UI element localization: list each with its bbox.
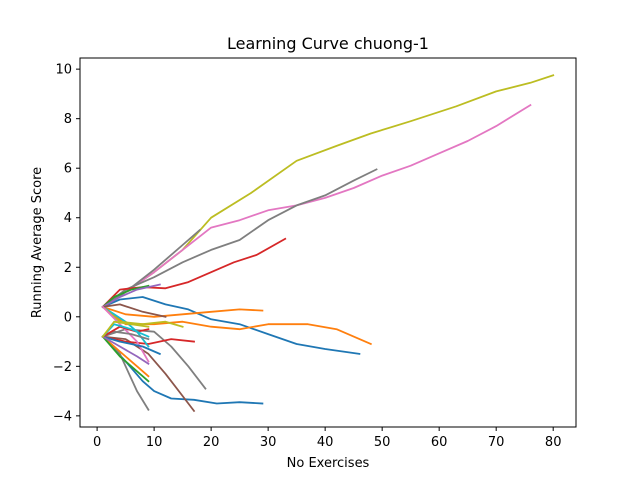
x-tick-label: 70 bbox=[488, 435, 505, 450]
y-axis-ticks: −4 −2 0 2 4 6 8 10 bbox=[53, 63, 80, 424]
y-tick-label: 4 bbox=[64, 211, 72, 226]
x-tick-label: 0 bbox=[93, 435, 101, 450]
y-tick-label: −4 bbox=[53, 409, 72, 424]
series-line-12 bbox=[101, 335, 150, 411]
x-tick-label: 10 bbox=[146, 435, 163, 450]
series-line-8 bbox=[101, 305, 264, 318]
y-axis-title: Running Average Score bbox=[30, 167, 45, 318]
series-line-4 bbox=[101, 228, 201, 309]
y-tick-label: 10 bbox=[55, 63, 72, 78]
x-axis-title: No Exercises bbox=[287, 456, 370, 471]
series-line-15 bbox=[101, 283, 161, 309]
y-tick-label: −2 bbox=[53, 360, 72, 375]
series-line-13 bbox=[101, 335, 195, 345]
series-line-6 bbox=[101, 296, 361, 355]
y-tick-label: 2 bbox=[64, 261, 72, 276]
series-line-10 bbox=[101, 335, 196, 413]
plot-frame bbox=[79, 57, 577, 428]
y-tick-label: 8 bbox=[64, 112, 72, 127]
series-layer bbox=[101, 74, 555, 413]
series-line-23 bbox=[101, 335, 150, 366]
x-tick-label: 20 bbox=[203, 435, 220, 450]
x-tick-label: 80 bbox=[545, 435, 562, 450]
series-line-5 bbox=[101, 237, 287, 309]
series-line-2 bbox=[101, 103, 532, 309]
series-line-17 bbox=[101, 305, 184, 328]
series-line-27 bbox=[101, 320, 150, 338]
x-tick-label: 50 bbox=[374, 435, 391, 450]
series-line-11 bbox=[101, 328, 207, 390]
chart-title: Learning Curve chuong-1 bbox=[227, 34, 429, 53]
series-line-21 bbox=[101, 335, 150, 378]
series-line-9 bbox=[101, 335, 264, 405]
x-axis-ticks: 0 10 20 30 40 50 60 70 80 bbox=[93, 427, 562, 450]
x-tick-label: 60 bbox=[431, 435, 448, 450]
series-line-3 bbox=[101, 168, 378, 309]
series-line-14 bbox=[101, 284, 150, 309]
x-tick-label: 30 bbox=[260, 435, 277, 450]
y-tick-label: 0 bbox=[64, 310, 72, 325]
x-tick-label: 40 bbox=[317, 435, 334, 450]
series-line-20 bbox=[101, 335, 161, 356]
y-tick-label: 6 bbox=[64, 162, 72, 177]
series-line-22 bbox=[101, 335, 150, 383]
series-line-18 bbox=[101, 303, 167, 318]
